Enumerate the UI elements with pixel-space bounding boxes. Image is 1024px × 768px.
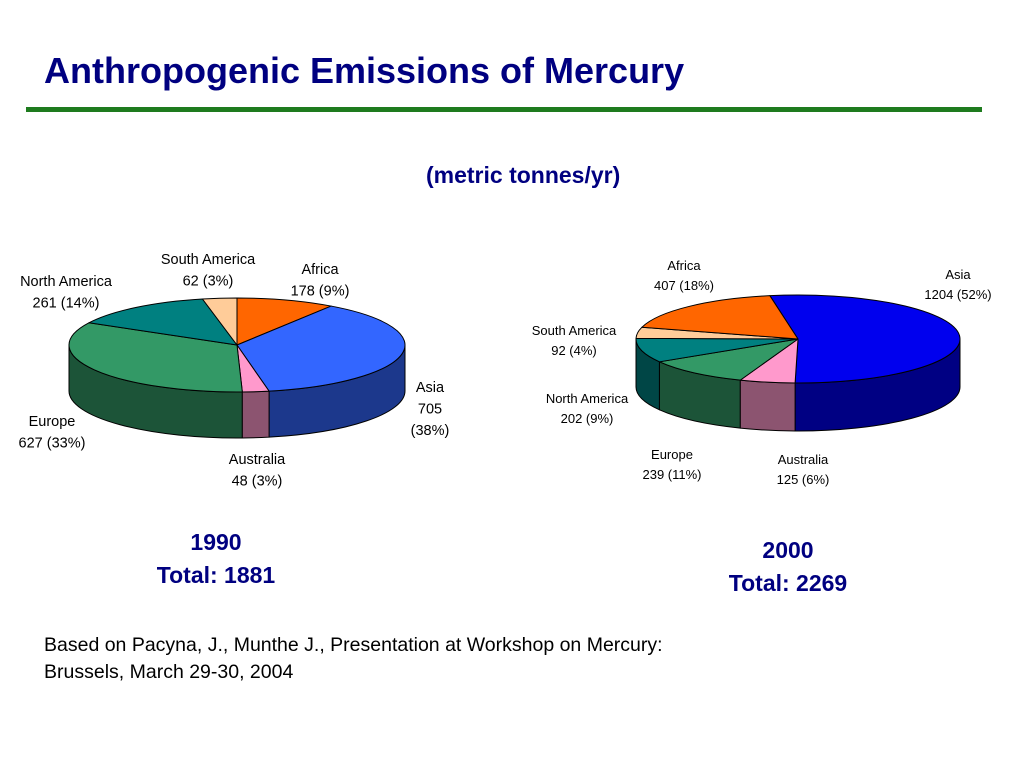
pie-label-line: 92 (4%) xyxy=(551,343,597,358)
pie-label-line: 62 (3%) xyxy=(183,274,234,290)
pie-2000-slice-europe xyxy=(658,338,799,381)
pie-1990-label-asia: Asia 705 (38%) xyxy=(411,380,450,439)
pie-label-line: 261 (14%) xyxy=(33,296,100,312)
pie-label-line: North America xyxy=(20,274,113,290)
pie-label-line: Africa xyxy=(301,262,339,278)
pie-1990-label-africa: Africa 178 (9%) xyxy=(291,262,350,300)
pie-1990-slice-asia xyxy=(236,305,406,392)
pie-label-line: Asia xyxy=(945,267,971,282)
pie-label-line: 178 (9%) xyxy=(291,284,350,300)
pie-1990-label-europe: Europe 627 (33%) xyxy=(19,414,86,452)
chart-2000-caption: 2000 Total: 2269 xyxy=(717,534,859,600)
title-divider xyxy=(26,107,982,112)
chart-1990-total: Total: 1881 xyxy=(156,562,276,588)
pie-chart-2000: Asia 1204 (52%) Australia 125 (6%) Europe 239… xyxy=(532,258,992,487)
pie-label-line: 627 (33%) xyxy=(19,436,86,452)
pie-1990-label-australia: Australia 48 (3%) xyxy=(229,452,286,490)
chart-units-subtitle: (metric tonnes/yr) xyxy=(426,162,621,188)
pie-1990-slice-south-america xyxy=(201,297,238,346)
pie-2000-label-europe: Europe 239 (11%) xyxy=(642,447,701,482)
pie-label-line: Asia xyxy=(416,380,445,396)
source-line-1: Based on Pacyna, J., Munthe J., Presenta… xyxy=(44,634,663,656)
pie-label-line: South America xyxy=(532,323,617,338)
pie-label-line: 1204 (52%) xyxy=(924,287,991,302)
pie-label-line: Australia xyxy=(778,452,829,467)
pie-label-line: Africa xyxy=(667,258,701,273)
pie-label-line: 407 (18%) xyxy=(654,278,714,293)
pie-1990-slice-europe xyxy=(68,322,243,393)
pie-1990-slice-north-america xyxy=(88,298,238,346)
pie-2000-side-australia xyxy=(739,379,796,432)
pie-label-line: 239 (11%) xyxy=(642,467,701,482)
pie-label-line: North America xyxy=(546,391,629,406)
pie-chart-1990: Africa 178 (9%) Asia 705 (38%) Australia 48 (3… xyxy=(19,252,450,490)
pie-2000-label-north-america: North America 202 (9%) xyxy=(546,391,629,426)
chart-2000-total: Total: 2269 xyxy=(728,570,848,596)
pie-1990-side-australia xyxy=(241,390,270,439)
source-citation: Based on Pacyna, J., Munthe J., Presenta… xyxy=(44,632,663,686)
chart-1990-year: 1990 xyxy=(190,529,242,555)
pie-2000-slice-africa xyxy=(641,295,799,340)
pie-label-line: 125 (6%) xyxy=(777,472,830,487)
pie-label-line: (38%) xyxy=(411,423,450,439)
page-title: Anthropogenic Emissions of Mercury xyxy=(44,50,685,91)
chart-2000-year: 2000 xyxy=(762,537,814,563)
pie-label-line: 705 xyxy=(418,402,442,418)
source-line-2: Brussels, March 29-30, 2004 xyxy=(44,661,294,683)
pie-2000-label-south-america: South America 92 (4%) xyxy=(532,323,617,358)
pie-label-line: South America xyxy=(161,252,256,268)
pie-label-line: Australia xyxy=(229,452,286,468)
pie-1990-label-south-america: South America 62 (3%) xyxy=(161,252,256,290)
pie-2000-label-asia: Asia 1204 (52%) xyxy=(924,267,991,302)
pie-label-line: 202 (9%) xyxy=(561,411,614,426)
pie-2000-slice-asia xyxy=(769,294,961,384)
pie-1990-slice-africa xyxy=(236,297,332,346)
pie-label-line: 48 (3%) xyxy=(232,474,283,490)
pie-2000-label-africa: Africa 407 (18%) xyxy=(654,258,714,293)
pie-2000-label-australia: Australia 125 (6%) xyxy=(777,452,830,487)
chart-1990-caption: 1990 Total: 1881 xyxy=(146,526,286,592)
pie-1990-label-north-america: North America 261 (14%) xyxy=(20,274,113,312)
pie-label-line: Europe xyxy=(29,414,76,430)
pie-label-line: Europe xyxy=(651,447,693,462)
